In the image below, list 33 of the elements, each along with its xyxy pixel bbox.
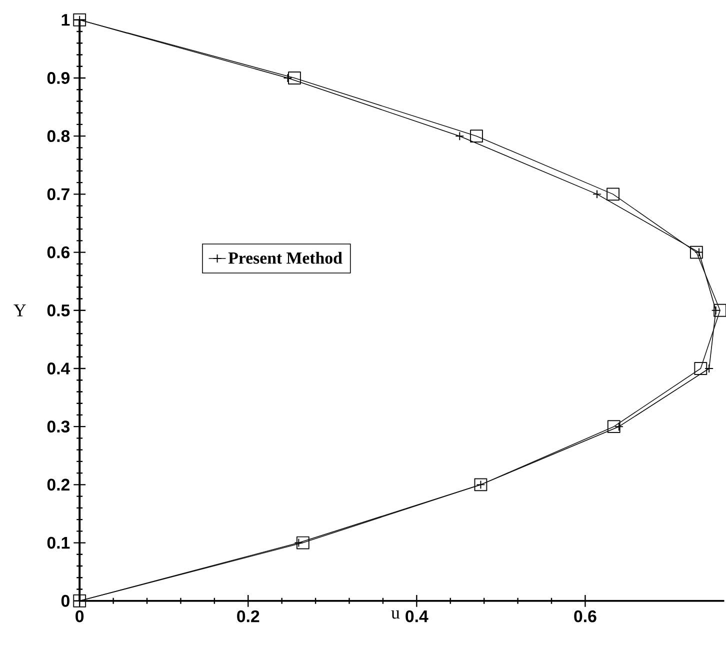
point	[704, 364, 714, 374]
point	[294, 538, 304, 548]
x-tick-label: 0.6	[574, 610, 596, 622]
y-tick-label: 0.3	[47, 420, 70, 433]
point	[283, 74, 292, 83]
x-axis-title: u	[391, 610, 400, 619]
point	[690, 246, 703, 259]
x-tick-label: 0.2	[237, 610, 260, 622]
y-tick-label: 0.7	[47, 188, 70, 200]
point	[470, 130, 483, 143]
point	[606, 188, 620, 201]
point	[614, 422, 624, 432]
point	[288, 72, 301, 85]
y-tick-label: 0.9	[47, 72, 70, 84]
y-tick-label: 0	[61, 595, 70, 608]
point	[607, 420, 620, 434]
legend-label: Present Method	[228, 252, 342, 264]
y-tick-label: 0.1	[47, 536, 70, 549]
y-tick-label: 0.2	[47, 478, 70, 491]
y-tick-label: 0.4	[47, 362, 70, 375]
point	[296, 536, 310, 550]
x-tick-label: 0.4	[406, 610, 428, 622]
point	[694, 362, 708, 376]
y-tick-label: 0.8	[47, 130, 70, 142]
point	[455, 132, 464, 141]
y-tick-label: 0.5	[47, 304, 70, 317]
point	[711, 306, 720, 316]
x-tick-label: 0	[76, 610, 84, 622]
y-axis-title: Y	[14, 304, 26, 316]
y-tick-label: 0.6	[47, 246, 70, 258]
point	[694, 248, 704, 257]
y-tick-label: 1	[62, 14, 70, 26]
point	[592, 190, 602, 199]
